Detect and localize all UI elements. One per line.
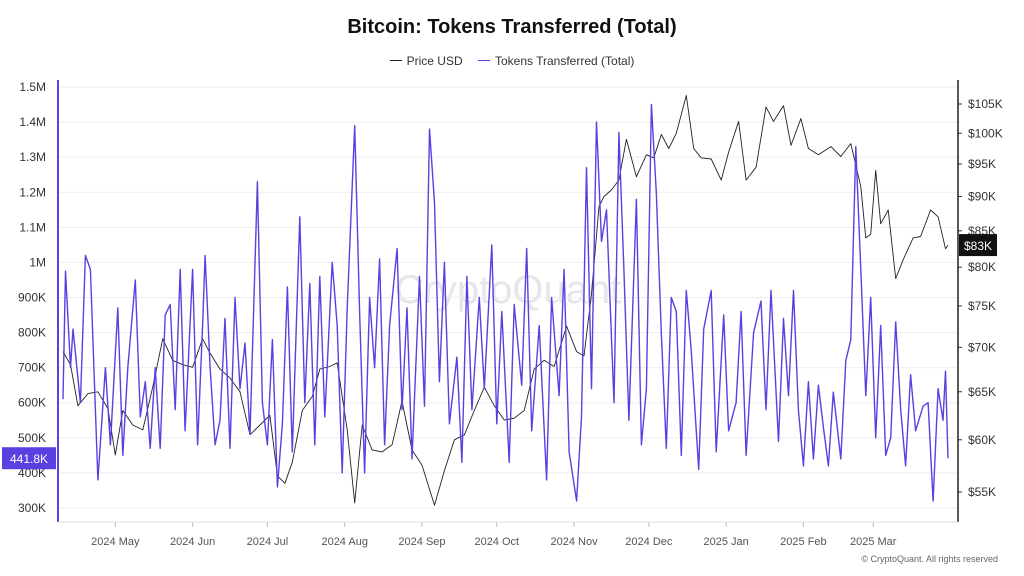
x-tick-label: 2024 Sep <box>398 536 445 548</box>
series-layer <box>62 95 949 506</box>
left-tick-label: 1.2M <box>19 185 46 199</box>
x-tick-label: 2024 Jun <box>170 536 215 548</box>
legend-item-tokens[interactable]: Tokens Transferred (Total) <box>477 53 635 68</box>
x-tick-label: 2024 Oct <box>474 536 519 548</box>
watermark: CryptoQuant <box>395 268 622 312</box>
current-price-label: $83K <box>964 239 992 253</box>
x-tick-label: 2024 May <box>91 536 140 548</box>
copyright-note: © CryptoQuant. All rights reserved <box>861 554 998 564</box>
right-tick-label: $105K <box>968 97 1003 111</box>
legend-label-tokens: Tokens Transferred (Total) <box>494 53 635 68</box>
left-tick-label: 400K <box>18 466 46 480</box>
left-tick-label: 1.4M <box>19 115 46 129</box>
left-tick-label: 1.5M <box>19 80 46 94</box>
x-tick-label: 2024 Aug <box>321 536 368 548</box>
right-tick-label: $80K <box>968 260 996 274</box>
series-line-price-usd[interactable] <box>62 95 949 506</box>
right-tick-label: $60K <box>968 433 996 447</box>
legend-item-price[interactable]: Price USD <box>389 53 463 68</box>
right-tick-label: $100K <box>968 126 1003 140</box>
x-tick-label: 2024 Nov <box>551 536 599 548</box>
chart-title: Bitcoin: Tokens Transferred (Total) <box>347 16 677 38</box>
left-tick-label: 500K <box>18 431 46 445</box>
x-tick-label: 2025 Mar <box>850 536 897 548</box>
left-tick-label: 300K <box>18 501 46 515</box>
current-tokens-label: 441.8K <box>10 452 48 466</box>
right-tick-label: $70K <box>968 340 996 354</box>
axes: 300K 400K 500K 600K 700K 800K 900K 1M 1.1M 1.2M 1.… <box>2 80 1003 548</box>
left-tick-label: 600K <box>18 396 46 410</box>
left-tick-label: 800K <box>18 326 46 340</box>
left-tick-label: 1.1M <box>19 220 46 234</box>
left-tick-label: 900K <box>18 290 46 304</box>
legend-swatch-tokens <box>477 60 490 61</box>
right-tick-label: $90K <box>968 189 996 203</box>
right-tick-label: $65K <box>968 385 996 399</box>
x-tick-label: 2024 Dec <box>625 536 673 548</box>
x-tick-label: 2024 Jul <box>247 536 289 548</box>
left-tick-label: 1.3M <box>19 150 46 164</box>
right-tick-label: $75K <box>968 299 996 313</box>
left-tick-label: 700K <box>18 361 46 375</box>
legend-swatch-price <box>389 60 402 61</box>
current-price-badge <box>959 234 997 257</box>
legend-label-price: Price USD <box>406 53 463 68</box>
x-tick-label: 2025 Jan <box>704 536 749 548</box>
legend: Price USD Tokens Transferred (Total) <box>0 50 1024 68</box>
x-tick-label: 2025 Feb <box>780 536 826 548</box>
current-tokens-badge <box>2 447 56 470</box>
right-tick-label: $95K <box>968 157 996 171</box>
left-tick-label: 1M <box>29 255 46 269</box>
series-line-tokens-transferred[interactable] <box>62 103 949 502</box>
right-tick-label: $55K <box>968 485 996 499</box>
grid <box>58 86 958 509</box>
